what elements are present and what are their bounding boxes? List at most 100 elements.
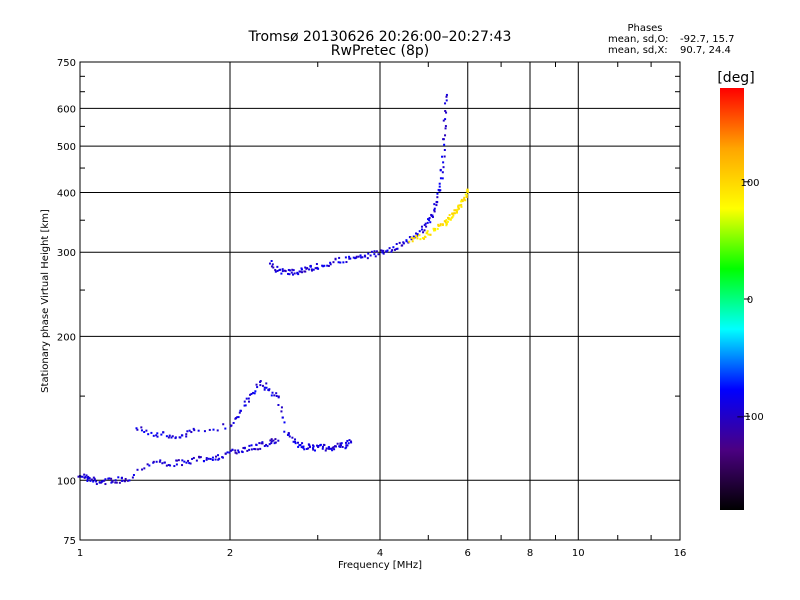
data-point [305, 447, 308, 450]
x-tick-label: 4 [377, 548, 383, 559]
data-point [161, 462, 164, 465]
data-point [110, 481, 113, 484]
data-point [215, 455, 218, 458]
data-point [313, 449, 316, 452]
data-point [350, 441, 353, 444]
data-point [275, 392, 278, 395]
data-point [457, 205, 460, 208]
data-point [457, 206, 460, 209]
data-point [424, 222, 427, 225]
data-point [310, 269, 313, 272]
data-point [255, 443, 258, 446]
data-point [174, 436, 177, 439]
data-point [107, 477, 110, 480]
data-point [341, 445, 344, 448]
data-point [297, 445, 300, 448]
data-point [110, 477, 113, 480]
data-point [230, 424, 233, 427]
data-point [314, 267, 317, 270]
data-point [442, 119, 445, 122]
colorbar-ticks: −100 0 100 [736, 178, 763, 423]
data-point [100, 481, 103, 484]
data-point [433, 203, 436, 206]
data-point [439, 224, 442, 227]
data-point [338, 256, 341, 259]
data-point [416, 233, 419, 236]
data-point [357, 255, 360, 258]
data-point [252, 391, 255, 394]
data-point [259, 447, 262, 450]
data-point [308, 446, 311, 449]
data-point [169, 464, 172, 467]
data-point [261, 441, 264, 444]
data-point [340, 442, 343, 445]
data-point [265, 386, 268, 389]
data-point [187, 459, 190, 462]
data-point [237, 416, 240, 419]
data-point [346, 444, 349, 447]
data-point [167, 464, 170, 467]
data-point [235, 452, 238, 455]
data-point [212, 428, 215, 431]
data-point [114, 479, 117, 482]
data-point [84, 475, 87, 478]
data-point [452, 212, 455, 215]
data-point [302, 445, 305, 448]
data-point [269, 439, 272, 442]
data-point [464, 199, 467, 202]
data-point [287, 433, 290, 436]
data-point [420, 228, 423, 231]
data-point [81, 475, 84, 478]
data-point [317, 445, 320, 448]
data-point [246, 449, 249, 452]
data-point [265, 443, 268, 446]
data-point [296, 441, 299, 444]
data-point [247, 397, 250, 400]
data-point [355, 255, 358, 258]
data-point [165, 435, 168, 438]
data-point [369, 254, 372, 257]
data-point [104, 483, 107, 486]
data-point [441, 177, 444, 180]
data-point [291, 273, 294, 276]
data-point [114, 481, 117, 484]
data-point [463, 196, 466, 199]
data-point [439, 177, 442, 180]
data-point [382, 252, 385, 255]
data-point [242, 446, 245, 449]
data-point [433, 207, 436, 210]
data-point [171, 435, 174, 438]
data-point [236, 416, 239, 419]
data-point [323, 264, 326, 267]
data-point [152, 434, 155, 437]
data-point [441, 223, 444, 226]
data-point [339, 442, 342, 445]
data-point [93, 477, 96, 480]
data-point [287, 268, 290, 271]
data-point [310, 268, 313, 271]
data-point [270, 394, 273, 397]
data-point [301, 271, 304, 274]
data-point [424, 236, 427, 239]
data-point [321, 445, 324, 448]
data-point [344, 441, 347, 444]
data-point [224, 452, 227, 455]
x-tick-label: 6 [465, 548, 471, 559]
data-point [80, 475, 83, 478]
data-point [348, 439, 351, 442]
data-point [329, 261, 332, 264]
data-point [339, 444, 342, 447]
data-point [283, 269, 286, 272]
data-point [277, 403, 280, 406]
colorbar-tick-label: 0 [747, 295, 753, 306]
data-point [203, 430, 206, 433]
data-point [321, 264, 324, 267]
data-point [274, 441, 277, 444]
data-point [411, 237, 414, 240]
data-point [141, 468, 144, 471]
phase-stats-o-values: -92.7, 15.7 [680, 34, 735, 45]
data-point [304, 270, 307, 273]
data-point [253, 392, 256, 395]
data-point [274, 270, 277, 273]
data-point [330, 447, 333, 450]
